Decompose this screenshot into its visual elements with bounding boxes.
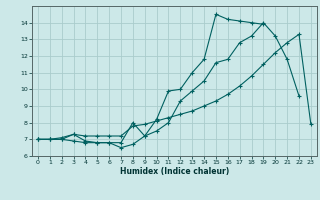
X-axis label: Humidex (Indice chaleur): Humidex (Indice chaleur): [120, 167, 229, 176]
